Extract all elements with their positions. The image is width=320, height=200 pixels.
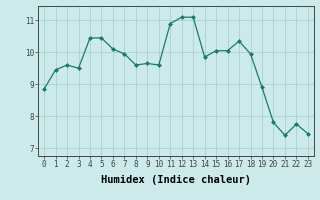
X-axis label: Humidex (Indice chaleur): Humidex (Indice chaleur): [101, 175, 251, 185]
